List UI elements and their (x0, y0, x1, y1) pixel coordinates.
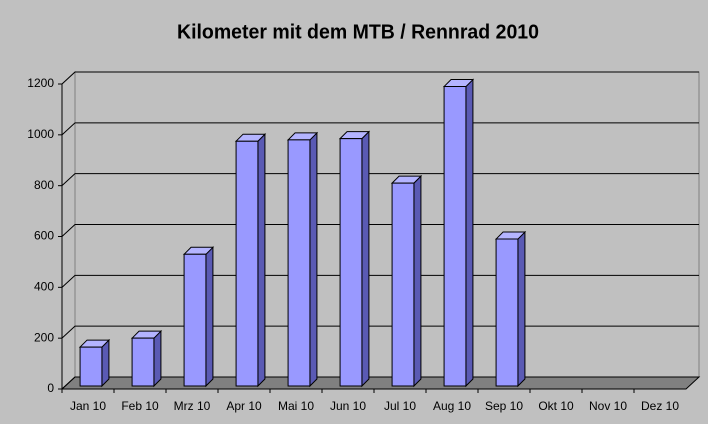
bar (182, 246, 215, 388)
bar-side (361, 130, 370, 388)
bar-front (391, 182, 415, 387)
grid-line (61, 71, 699, 85)
bar (234, 132, 267, 388)
grid-line (61, 376, 699, 390)
grid-line (61, 224, 699, 237)
bar-side (413, 174, 422, 388)
bar-front (131, 337, 155, 387)
bar (286, 131, 319, 388)
x-tick-label: Apr 10 (226, 399, 262, 413)
bar-side (309, 131, 318, 388)
bar-side (205, 246, 214, 388)
x-tick-label: Mai 10 (278, 399, 314, 413)
bar-front (235, 140, 259, 387)
x-tick-label: Aug 10 (433, 399, 471, 413)
y-tick-label: 600 (34, 229, 54, 243)
bar (390, 174, 423, 388)
bar-front (339, 138, 363, 387)
bar (494, 230, 527, 388)
bar-side (257, 132, 266, 388)
y-tick-label: 400 (34, 280, 54, 294)
bar (130, 329, 163, 388)
bar (442, 78, 475, 388)
y-tick-label: 800 (34, 178, 54, 192)
bar (338, 130, 371, 388)
bar-side (101, 338, 110, 388)
grid-line (61, 325, 699, 339)
bar-front (183, 253, 207, 387)
x-tick-label: Dez 10 (641, 399, 679, 413)
grid-line (61, 274, 699, 288)
x-tick-label: Jun 10 (330, 399, 366, 413)
y-tick-label: 200 (34, 330, 54, 344)
y-tick-label: 1200 (27, 76, 54, 90)
bar-side (465, 78, 474, 388)
x-tick-label: Feb 10 (121, 399, 159, 413)
x-tick-label: Jul 10 (384, 399, 416, 413)
bar-side (517, 230, 526, 388)
bar-front (495, 238, 519, 387)
bar (78, 338, 111, 388)
bar-side (153, 329, 162, 388)
grid-line (61, 173, 699, 187)
bar-front (79, 346, 103, 387)
x-tick-label: Jan 10 (70, 399, 106, 413)
bar-front (443, 86, 467, 387)
chart-title: Kilometer mit dem MTB / Rennrad 2010 (177, 21, 539, 43)
y-tick-label: 0 (47, 381, 54, 395)
x-tick-label: Nov 10 (589, 399, 627, 413)
x-tick-label: Okt 10 (538, 399, 574, 413)
y-tick-label: 1000 (27, 127, 54, 141)
bar-front (287, 139, 311, 387)
x-tick-label: Sep 10 (485, 399, 523, 413)
grid-line (61, 122, 699, 136)
x-tick-label: Mrz 10 (174, 399, 211, 413)
